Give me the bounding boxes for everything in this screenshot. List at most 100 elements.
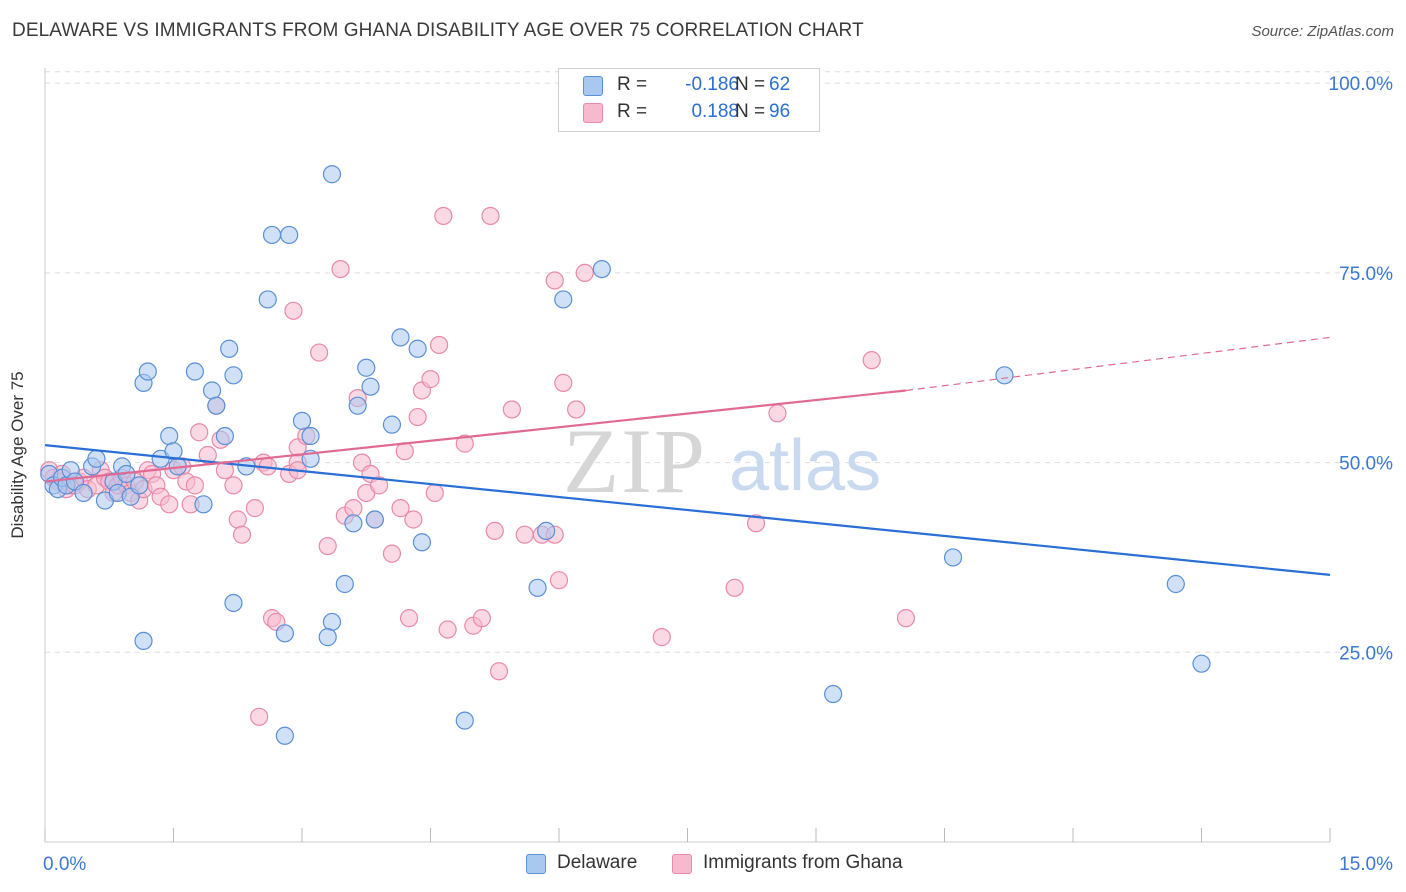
data-point-ghana xyxy=(232,525,252,544)
legend-n-value: 96 xyxy=(769,101,791,122)
data-point-ghana xyxy=(228,510,247,529)
data-point-ghana xyxy=(395,442,414,461)
data-point-ghana xyxy=(250,707,269,726)
data-point-delaware xyxy=(160,426,179,446)
data-point-ghana xyxy=(185,476,205,495)
data-point-ghana xyxy=(545,271,564,290)
data-point-ghana xyxy=(391,499,410,518)
data-point-ghana xyxy=(746,514,766,533)
data-point-delaware xyxy=(258,290,277,309)
data-point-ghana xyxy=(567,400,586,419)
data-point-ghana xyxy=(485,521,504,540)
x-tick-label-min: 0.0% xyxy=(43,854,86,875)
data-point-ghana xyxy=(862,351,881,370)
source-label: Source: ZipAtlas.com xyxy=(1251,23,1394,40)
data-point-ghana xyxy=(370,476,389,495)
legend-swatch-delaware xyxy=(583,76,603,96)
legend-r-value: 0.188 xyxy=(691,101,739,122)
legend-swatch-ghana xyxy=(672,854,692,874)
data-point-ghana xyxy=(421,370,440,389)
data-point-delaware xyxy=(455,711,474,730)
y-tick-label: 75.0% xyxy=(1339,264,1393,285)
watermark-atlas: atlas xyxy=(729,426,881,506)
data-point-delaware xyxy=(318,628,337,647)
data-point-delaware xyxy=(391,328,410,347)
data-point-delaware xyxy=(1192,654,1211,673)
chart-title: DELAWARE VS IMMIGRANTS FROM GHANA DISABI… xyxy=(12,20,864,41)
data-point-delaware xyxy=(382,415,402,434)
data-point-ghana xyxy=(331,259,350,279)
data-point-delaware xyxy=(412,533,432,552)
data-point-ghana xyxy=(190,423,209,442)
legend-n-value: 62 xyxy=(769,74,791,95)
y-tick-label: 100.0% xyxy=(1329,74,1394,95)
data-point-delaware xyxy=(224,593,243,613)
data-point-delaware xyxy=(194,495,213,514)
x-tick-label-max: 15.0% xyxy=(1339,854,1393,875)
data-point-ghana xyxy=(515,525,534,544)
data-point-ghana xyxy=(554,373,573,393)
data-point-delaware xyxy=(130,476,149,495)
data-point-delaware xyxy=(322,165,342,184)
data-point-delaware xyxy=(322,612,342,632)
data-point-ghana xyxy=(382,544,402,563)
data-point-delaware xyxy=(537,521,556,540)
data-point-delaware xyxy=(202,381,222,400)
axes xyxy=(44,68,1331,843)
data-point-ghana xyxy=(472,609,491,628)
data-point-delaware xyxy=(361,377,380,396)
data-point-delaware xyxy=(335,574,354,594)
data-point-delaware xyxy=(134,631,153,651)
data-point-delaware xyxy=(301,426,320,446)
data-point-ghana xyxy=(768,404,787,423)
data-point-ghana xyxy=(575,263,594,282)
y-axis-label: Disability Age Over 75 xyxy=(8,371,27,539)
trend-line-ghana-extrapolated xyxy=(905,336,1331,392)
data-point-delaware xyxy=(995,366,1014,385)
data-point-delaware xyxy=(185,362,205,381)
data-point-delaware xyxy=(215,426,234,446)
data-point-ghana xyxy=(489,662,509,681)
legend-swatch-delaware xyxy=(526,854,546,874)
data-point-ghana xyxy=(344,499,363,518)
trend-line-ghana xyxy=(44,389,907,483)
legend-r-label: R = xyxy=(617,74,648,95)
data-point-delaware xyxy=(164,442,183,461)
legend-correlation: R = -0.186 N = 62 R = 0.188 N = 96 xyxy=(558,68,820,132)
data-point-ghana xyxy=(725,578,744,597)
data-point-delaware xyxy=(280,225,299,245)
legend-series: Delaware Immigrants from Ghana xyxy=(0,852,1406,876)
data-point-ghana xyxy=(408,407,427,427)
data-point-delaware xyxy=(943,548,963,567)
data-point-ghana xyxy=(434,206,453,226)
data-point-ghana xyxy=(318,536,337,556)
data-point-delaware xyxy=(138,362,157,381)
data-point-ghana xyxy=(399,609,419,628)
legend-r-label: R = xyxy=(617,101,648,122)
data-point-delaware xyxy=(292,411,312,430)
data-point-delaware xyxy=(408,339,427,358)
data-point-delaware xyxy=(592,259,611,279)
data-point-delaware xyxy=(262,225,282,245)
data-point-ghana xyxy=(481,206,500,226)
data-point-ghana xyxy=(896,609,916,628)
data-point-ghana xyxy=(652,628,671,647)
data-point-ghana xyxy=(404,510,423,529)
watermark-zip: ZIP xyxy=(563,410,707,512)
data-point-ghana xyxy=(425,483,444,503)
y-tick-label: 25.0% xyxy=(1339,643,1393,664)
data-point-delaware xyxy=(554,290,573,309)
data-point-delaware xyxy=(87,449,106,468)
data-point-ghana xyxy=(549,571,569,590)
data-point-ghana xyxy=(245,499,264,518)
data-point-ghana xyxy=(429,335,449,355)
data-point-ghana xyxy=(502,400,521,419)
data-point-delaware xyxy=(207,396,226,415)
data-point-delaware xyxy=(74,483,93,503)
data-point-delaware xyxy=(224,366,243,385)
data-point-ghana xyxy=(438,620,457,639)
data-point-ghana xyxy=(310,343,329,362)
legend-r-value: -0.186 xyxy=(685,74,739,95)
data-point-delaware xyxy=(824,684,843,704)
